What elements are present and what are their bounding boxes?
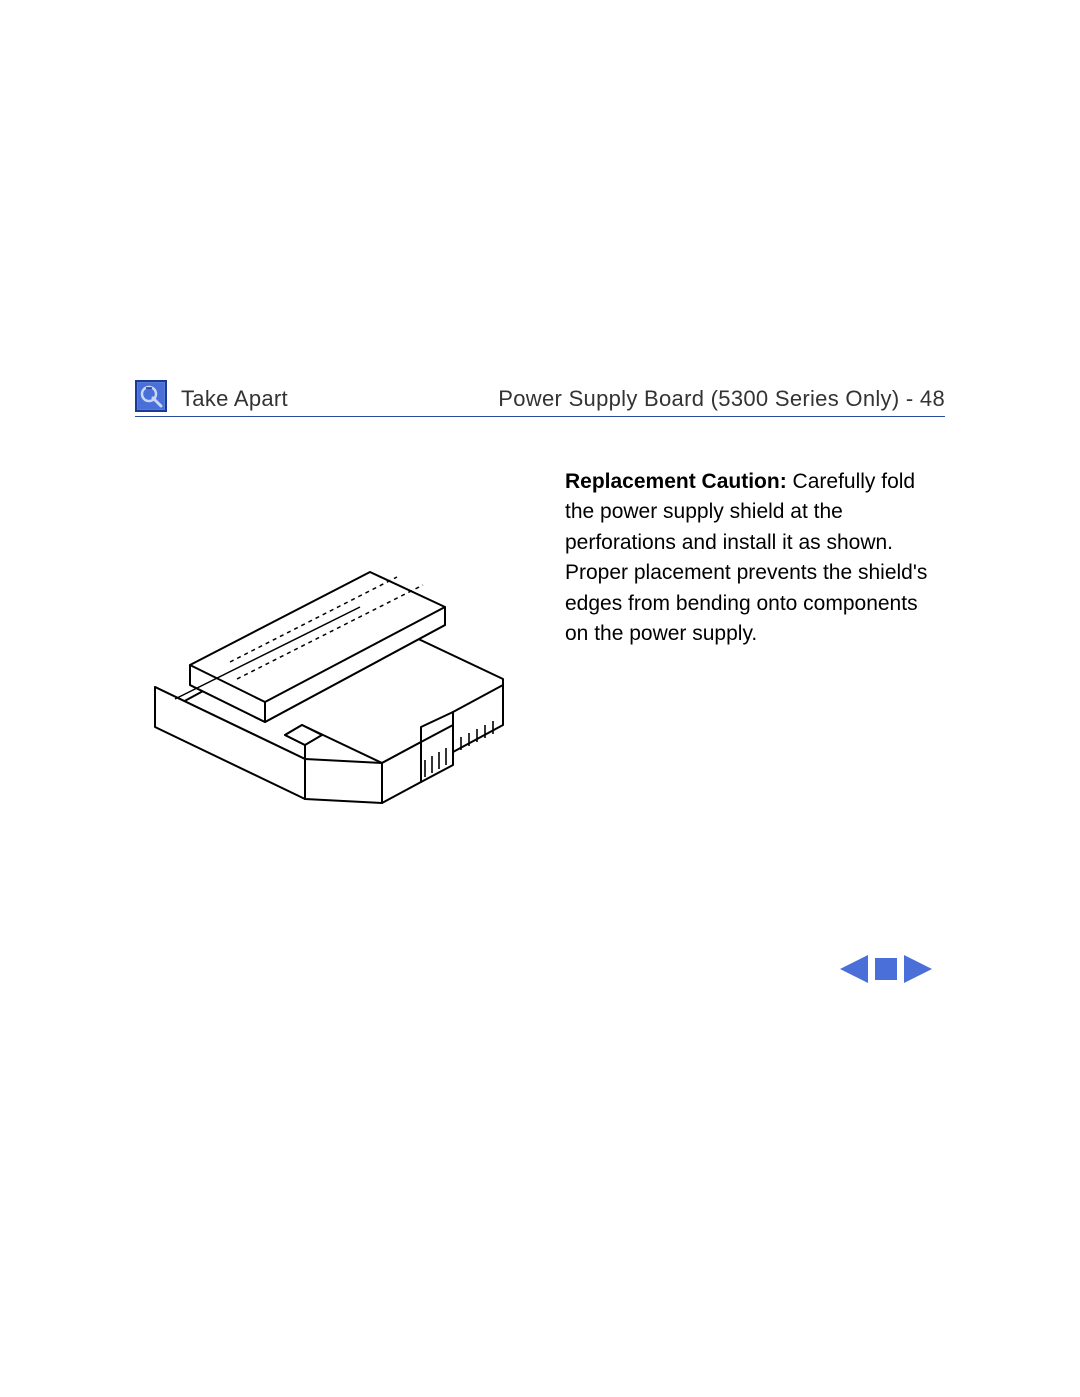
page-title: Power Supply Board (5300 Series Only) - … — [498, 386, 945, 412]
document-page: Take Apart Power Supply Board (5300 Seri… — [135, 380, 945, 852]
caution-label: Replacement Caution: — [565, 470, 787, 493]
illustration-column — [135, 457, 525, 852]
stop-button[interactable] — [874, 957, 898, 981]
prev-page-button[interactable] — [838, 955, 868, 983]
caution-body: Carefully fold the power supply shield a… — [565, 470, 927, 645]
next-page-button[interactable] — [904, 955, 934, 983]
section-icon — [135, 380, 167, 412]
page-header: Take Apart Power Supply Board (5300 Seri… — [135, 380, 945, 417]
instruction-text: Replacement Caution: Carefully fold the … — [565, 457, 945, 852]
page-nav — [838, 955, 934, 983]
section-title: Take Apart — [181, 386, 498, 412]
power-supply-illustration — [135, 567, 525, 847]
content-row: Replacement Caution: Carefully fold the … — [135, 457, 945, 852]
